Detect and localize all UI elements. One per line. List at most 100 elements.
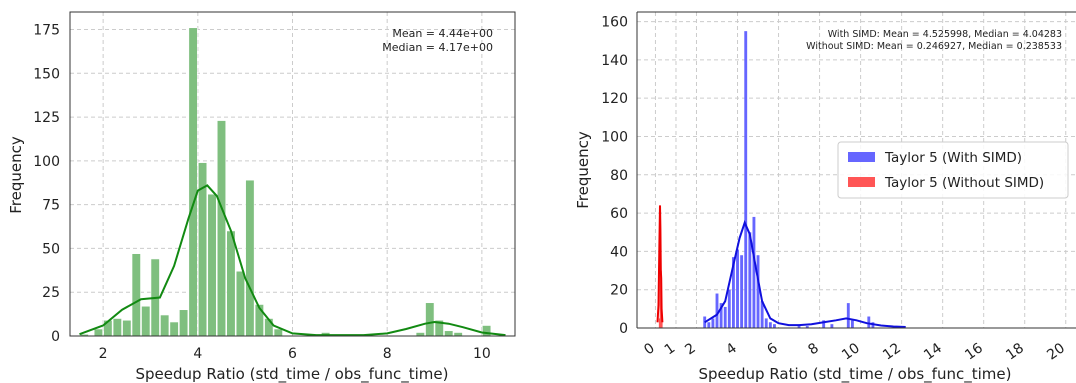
left-bar	[415, 332, 425, 337]
legend-label-with-simd: Taylor 5 (With SIMD)	[884, 150, 1022, 166]
right-x-tick-label: 16	[962, 340, 986, 363]
right-x-tick-label: 20	[1044, 340, 1068, 363]
with-simd-bar	[736, 249, 739, 328]
right-grid	[637, 12, 1076, 329]
with-simd-bar	[867, 316, 871, 328]
with-simd-bar	[760, 301, 764, 328]
left-bar	[141, 305, 151, 337]
right-y-tick-label: 80	[610, 168, 628, 184]
legend-label-without-simd: Taylor 5 (Without SIMD)	[884, 175, 1044, 191]
right-y-tick-label: 160	[601, 15, 628, 31]
left-x-ticks: 2 4 6 8 10	[99, 346, 491, 362]
right-y-ticks: 0 20 40 60 80 100 120 140 160	[601, 15, 628, 337]
left-bar	[226, 230, 236, 337]
right-x-ticks: 0 1 2 4 6 8 10 12 14 16 18 20	[641, 340, 1068, 363]
left-bar	[425, 302, 435, 337]
right-kde-without-simd	[656, 205, 664, 323]
without-simd-bar	[658, 318, 661, 328]
right-bars-with-simd	[703, 31, 875, 328]
with-simd-bar	[768, 322, 772, 328]
left-y-tick-label: 100	[33, 154, 60, 170]
with-simd-bar	[715, 293, 719, 328]
right-x-tick-label: 8	[805, 340, 821, 358]
right-y-tick-label: 60	[610, 206, 628, 222]
right-x-tick-label: 0	[641, 340, 657, 358]
left-y-tick-label: 125	[33, 110, 60, 126]
left-y-tick-label: 75	[42, 198, 60, 214]
left-y-tick-label: 25	[42, 285, 60, 301]
left-median-annotation: Median = 4.17e+00	[382, 41, 493, 54]
left-bar	[188, 27, 198, 337]
right-y-axis-label: Frequency	[574, 131, 592, 209]
right-x-tick-label: 14	[921, 340, 945, 363]
with-simd-bar	[846, 303, 850, 328]
left-x-axis-label: Speedup Ratio (std_time / obs_func_time)	[136, 365, 449, 383]
with-simd-bar	[740, 255, 744, 328]
with-simd-bar	[752, 216, 756, 328]
left-x-tick-label: 2	[99, 346, 108, 362]
with-simd-bar	[805, 326, 809, 328]
right-kde-with-simd	[704, 219, 906, 328]
right-x-tick-label: 4	[723, 340, 740, 358]
left-bar	[93, 328, 103, 337]
right-y-tick-label: 120	[601, 91, 628, 107]
with-simd-bar	[830, 324, 834, 328]
right-y-tick-label: 100	[601, 129, 628, 145]
left-bar	[131, 253, 141, 337]
with-simd-bar	[727, 289, 731, 328]
with-simd-bar	[850, 320, 854, 328]
left-x-tick-label: 8	[383, 346, 392, 362]
with-simd-bar	[822, 320, 826, 328]
left-bar	[245, 179, 255, 337]
left-histogram-panel: 2 4 6 8 10 0 25 50 75 100 125 150 175 Mean = 4.44e+…	[7, 11, 516, 383]
right-without-simd-annotation: Without SIMD: Mean = 0.246927, Median = …	[806, 41, 1062, 52]
right-y-tick-label: 140	[601, 53, 628, 69]
left-mean-annotation: Mean = 4.44e+00	[392, 27, 493, 40]
with-simd-bar	[711, 318, 715, 328]
right-histogram-panel: 0 1 2 4 6 8 10 12 14 16 18 20 020406080100120140160…	[574, 11, 1076, 383]
left-bar	[235, 270, 245, 337]
left-bar	[207, 193, 217, 337]
left-y-axis-label: Frequency	[7, 136, 25, 214]
right-x-tick-label: 12	[880, 340, 904, 363]
right-x-axis-label: Speedup Ratio (std_time / obs_func_time)	[699, 365, 1012, 383]
with-simd-bar	[723, 306, 727, 328]
left-x-tick-label: 4	[193, 346, 202, 362]
with-simd-bar	[731, 257, 735, 328]
left-x-tick-label: 10	[473, 346, 491, 362]
legend-swatch-with-simd	[848, 152, 875, 162]
right-x-tick-label: 6	[764, 340, 781, 358]
left-bar	[444, 330, 454, 337]
left-bar	[112, 318, 122, 337]
left-y-tick-label: 150	[33, 66, 60, 82]
left-bar	[273, 328, 283, 337]
left-kde-curve	[79, 184, 506, 337]
with-simd-bar	[756, 255, 760, 328]
with-simd-bar	[764, 318, 768, 328]
right-legend: Taylor 5 (With SIMD) Taylor 5 (Without S…	[837, 141, 1069, 199]
left-bar	[453, 332, 463, 337]
left-y-tick-label: 50	[42, 241, 60, 257]
left-y-tick-label: 0	[51, 329, 60, 345]
left-axes-frame	[69, 11, 516, 337]
legend-swatch-without-simd	[848, 177, 875, 187]
right-y-tick-label: 40	[610, 244, 628, 260]
left-bar	[179, 309, 189, 337]
left-bar	[216, 120, 227, 337]
with-simd-bar	[773, 324, 776, 328]
with-simd-bar	[707, 322, 711, 328]
left-y-tick-label: 175	[33, 23, 60, 39]
with-simd-bar	[797, 326, 801, 328]
left-y-ticks: 0 25 50 75 100 125 150 175	[33, 23, 60, 345]
right-x-tick-label: 18	[1003, 340, 1027, 363]
left-grid	[70, 12, 515, 337]
with-simd-bar	[744, 31, 748, 328]
right-x-tick-label: 2	[682, 340, 698, 358]
legend-box	[837, 141, 1069, 199]
right-with-simd-annotation: With SIMD: Mean = 4.525998, Median = 4.0…	[828, 29, 1062, 40]
right-x-tick-label: 10	[839, 340, 863, 363]
left-bar	[122, 319, 132, 337]
with-simd-bar	[748, 232, 752, 328]
right-y-tick-label: 20	[610, 283, 628, 299]
